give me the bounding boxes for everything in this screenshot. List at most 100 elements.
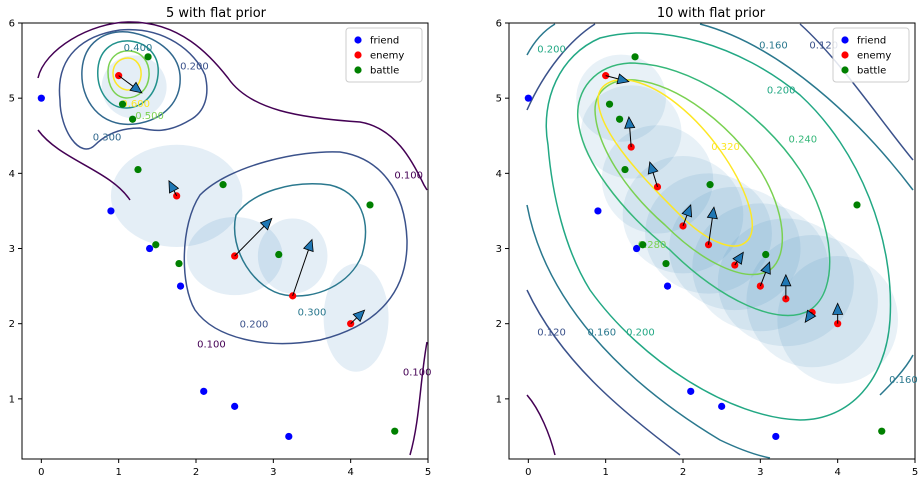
battle-point: [366, 201, 374, 209]
uncertainty-ellipse: [669, 186, 801, 311]
legend-marker: [841, 36, 849, 44]
arrow: [168, 180, 180, 197]
arrow: [681, 204, 693, 227]
arrow: [832, 302, 844, 324]
contour-label: 0.200: [626, 328, 655, 339]
contour-line: [97, 40, 159, 109]
battle-point: [391, 427, 399, 435]
contour-label: 0.300: [298, 307, 327, 318]
arrow: [759, 261, 771, 287]
uncertainty-ellipse: [580, 85, 682, 179]
density-contours: [526, 23, 914, 459]
arrows: [118, 75, 366, 325]
contour-line: [58, 28, 408, 345]
plot-area: [21, 22, 429, 460]
battle-point: [118, 100, 127, 108]
arrow: [118, 75, 143, 94]
legend-entry: battle: [857, 66, 886, 77]
legend-entry: enemy: [370, 51, 404, 62]
contour-label: 0.120: [537, 328, 566, 339]
y-tick-label: 5: [496, 94, 502, 105]
uncertainty-ellipse: [257, 218, 328, 294]
legend-entry: enemy: [857, 51, 891, 62]
y-tick-label: 3: [9, 244, 15, 255]
y-tick-label: 2: [496, 319, 502, 330]
legend: friend enemy battle: [832, 27, 910, 83]
arrow: [292, 238, 314, 297]
arrow: [234, 217, 273, 257]
x-tick-label: 4: [834, 467, 840, 478]
contour-label: 0.200: [240, 319, 269, 330]
contour-line: [233, 183, 367, 297]
y-tick-label: 1: [496, 394, 502, 405]
friend-point: [37, 94, 45, 102]
contour-label: 0.600: [121, 99, 150, 110]
x-tick-label: 2: [680, 467, 686, 478]
contour-line: [37, 21, 428, 456]
friend-point: [524, 94, 532, 102]
x-tick-label: 5: [912, 467, 918, 478]
contour-labels: 0.200 0.160 0.120 0.200 0.320 0.240 0.280 0.120…: [537, 41, 918, 387]
plot-area: [508, 22, 916, 460]
uncertainty-ellipse: [746, 234, 878, 368]
x-tick-label: 3: [270, 467, 276, 478]
contour-label: 0.200: [180, 62, 209, 73]
uncertainty-ellipse: [692, 203, 829, 332]
arrow: [647, 161, 659, 188]
contour-line: [81, 31, 181, 126]
contour-label: 0.160: [759, 41, 788, 52]
uncertainty-ellipse: [601, 125, 714, 234]
battle-point: [762, 250, 770, 259]
x-tick-label: 1: [602, 467, 608, 478]
battle-point: [706, 181, 714, 189]
arrow: [350, 309, 366, 325]
contour-line: [526, 394, 556, 456]
battle-point: [134, 165, 142, 174]
battle-point: [275, 250, 283, 259]
contour-line: [545, 32, 892, 421]
contour-label: 0.100: [403, 368, 432, 379]
x-tick-label: 4: [347, 467, 353, 478]
battle-point: [639, 241, 647, 249]
friend-point: [594, 207, 602, 215]
battle-point: [621, 165, 629, 174]
x-tick-label: 0: [38, 467, 44, 478]
friend-point: [231, 402, 239, 410]
legend-marker: [354, 51, 362, 59]
x-tick-label: 3: [757, 467, 763, 478]
friend-point: [663, 282, 672, 290]
chart-title: 10 with flat prior: [657, 6, 766, 21]
friend-point: [107, 207, 115, 215]
y-tick-label: 5: [9, 94, 15, 105]
battle-point: [631, 53, 639, 61]
arrow: [780, 273, 792, 299]
battle-point: [662, 259, 670, 268]
friend-point: [200, 387, 208, 395]
friend-point: [772, 432, 780, 441]
y-tick-label: 2: [9, 319, 15, 330]
x-tick-label: 0: [525, 467, 531, 478]
legend-entry: friend: [857, 36, 886, 47]
legend-box: [345, 27, 423, 83]
arrow: [605, 73, 630, 85]
contour-label: 0.200: [537, 44, 566, 55]
legend: friend enemy battle: [345, 27, 423, 83]
contour-line: [112, 57, 142, 91]
contour-line: [577, 62, 831, 317]
x-axis: 0 1 2 3 4 5: [38, 459, 431, 478]
friend-point: [718, 402, 726, 410]
y-axis: 1 2 3 4 5 6: [9, 19, 22, 405]
battle-point: [219, 181, 227, 189]
contour-line: [526, 23, 914, 459]
y-tick-label: 6: [496, 19, 502, 30]
arrow: [706, 206, 718, 245]
scatter-points: [524, 53, 886, 441]
friend-point: [176, 282, 185, 290]
legend-marker: [841, 66, 849, 74]
contour-label: 0.240: [789, 135, 818, 146]
x-tick-label: 1: [115, 467, 121, 478]
y-tick-label: 6: [9, 19, 15, 30]
contour-label: 0.400: [124, 43, 153, 54]
